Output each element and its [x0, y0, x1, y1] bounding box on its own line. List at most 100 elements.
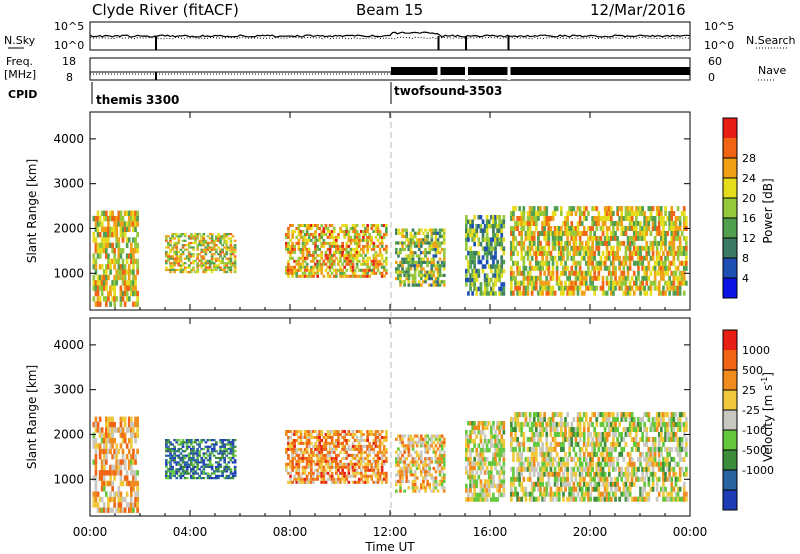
data-cell — [685, 255, 688, 261]
data-cell — [231, 450, 235, 453]
data-cell — [366, 456, 369, 460]
data-cell — [123, 496, 127, 503]
data-cell — [289, 268, 292, 272]
data-cell — [469, 224, 472, 229]
data-cell — [378, 444, 382, 448]
data-cell — [512, 250, 515, 256]
data-cell — [570, 437, 574, 442]
data-cell — [409, 470, 413, 474]
data-cell — [570, 221, 574, 226]
data-cell — [409, 473, 413, 477]
data-cell — [545, 422, 549, 427]
data-cell — [465, 246, 468, 251]
data-cell — [210, 248, 214, 251]
data-cell — [343, 247, 346, 251]
data-cell — [479, 465, 483, 471]
data-cell — [651, 245, 655, 251]
data-cell — [212, 268, 216, 271]
data-cell — [560, 466, 563, 472]
data-cell — [438, 434, 442, 438]
data-cell — [547, 245, 551, 251]
data-cell — [405, 234, 409, 239]
data-cell — [413, 231, 417, 235]
data-cell — [422, 470, 425, 474]
data-cell — [405, 257, 409, 261]
data-cell — [227, 257, 231, 260]
data-cell — [428, 273, 431, 277]
data-cell — [465, 255, 468, 260]
data-cell — [181, 470, 185, 473]
data-cell — [481, 456, 485, 462]
data-cell — [134, 258, 137, 265]
data-cell — [514, 280, 517, 286]
data-cell — [113, 285, 116, 291]
data-cell — [102, 242, 106, 249]
data-cell — [639, 250, 642, 256]
data-cell — [285, 468, 288, 472]
data-cell — [430, 489, 434, 493]
data-cell — [539, 437, 542, 442]
nsky-line — [89, 31, 691, 38]
data-cell — [405, 270, 409, 274]
data-cell — [570, 231, 574, 236]
data-cell — [217, 259, 220, 262]
data-cell — [582, 275, 586, 281]
data-cell — [332, 441, 336, 445]
data-cell — [405, 470, 409, 474]
data-cell — [660, 211, 663, 216]
data-cell — [370, 262, 374, 266]
data-cell — [192, 447, 195, 451]
data-cell — [316, 224, 319, 227]
data-cell — [516, 491, 519, 497]
data-cell — [628, 216, 632, 221]
data-cell — [169, 257, 172, 260]
data-cell — [653, 216, 657, 221]
data-cell — [332, 262, 336, 266]
data-cell — [192, 246, 195, 249]
data-cell — [210, 235, 214, 238]
data-cell — [326, 436, 330, 439]
data-cell — [597, 265, 601, 271]
data-cell — [183, 454, 187, 457]
data-cell — [432, 450, 436, 454]
data-cell — [471, 291, 474, 296]
data-cell — [547, 456, 551, 462]
data-cell — [500, 233, 504, 238]
data-cell — [591, 216, 594, 221]
data-cell — [424, 251, 427, 255]
data-cell — [469, 273, 472, 278]
data-cell — [324, 441, 328, 445]
data-cell — [532, 496, 536, 502]
data-cell — [169, 470, 172, 473]
data-cell — [190, 268, 193, 271]
data-cell — [355, 259, 359, 263]
data-cell — [183, 239, 187, 242]
data-cell — [426, 483, 429, 487]
data-cell — [413, 267, 417, 271]
data-cell — [624, 216, 628, 221]
data-cell — [295, 468, 299, 472]
data-cell — [469, 439, 472, 444]
data-cell — [537, 211, 540, 216]
data-cell — [641, 245, 644, 251]
data-cell — [190, 474, 193, 477]
data-cell — [312, 224, 315, 227]
data-cell — [430, 440, 434, 445]
data-cell — [130, 454, 133, 460]
data-cell — [428, 228, 431, 232]
data-cell — [357, 459, 361, 463]
data-cell — [119, 491, 123, 497]
data-cell — [111, 210, 114, 216]
data-cell — [96, 210, 100, 216]
data-cell — [526, 461, 530, 467]
data-cell — [413, 234, 417, 239]
data-cell — [676, 231, 680, 236]
data-cell — [411, 486, 415, 490]
data-cell — [102, 274, 106, 281]
data-cell — [487, 492, 491, 498]
data-cell — [229, 259, 233, 262]
data-cell — [337, 444, 340, 448]
data-cell — [105, 210, 108, 216]
data-cell — [465, 277, 468, 283]
data-cell — [360, 268, 363, 272]
